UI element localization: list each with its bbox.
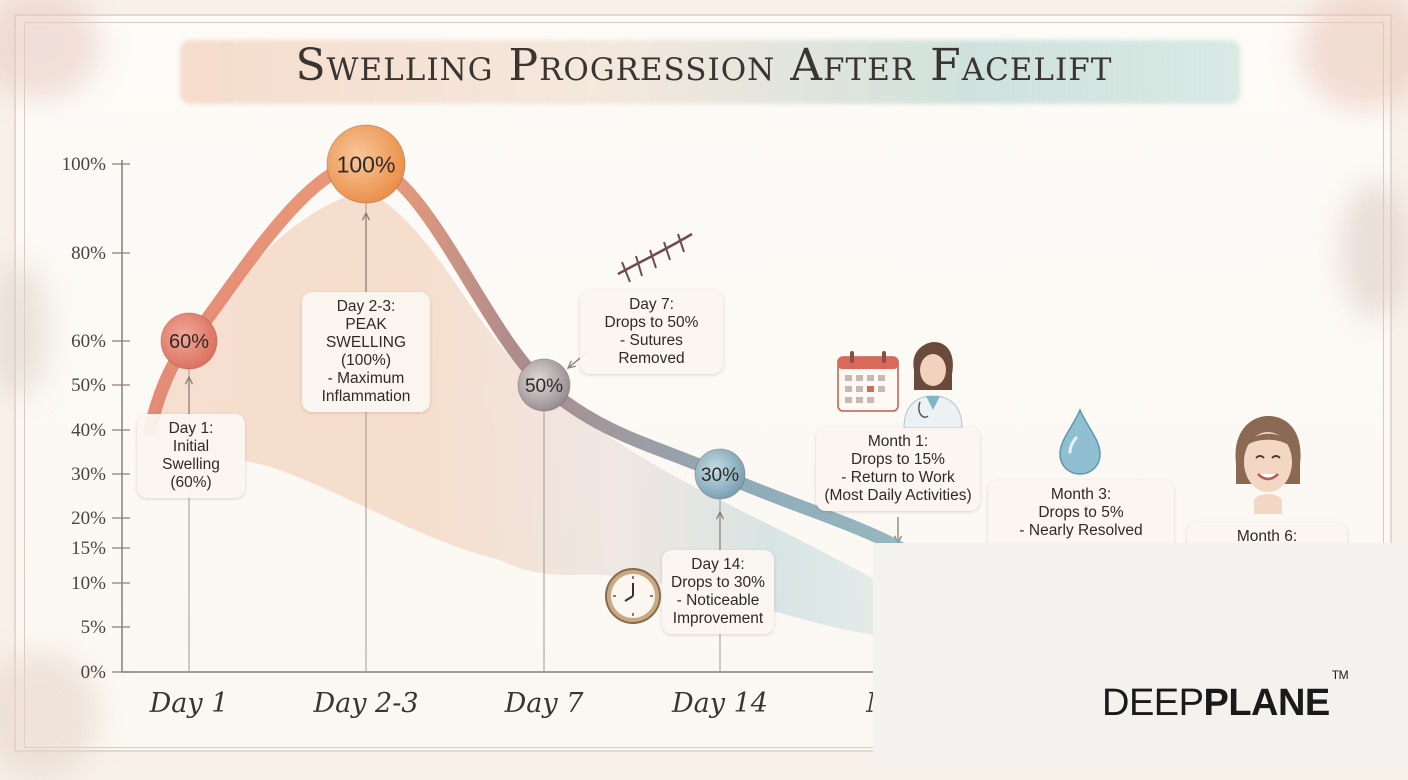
- annotation-day7: Day 7: Drops to 50% - Sutures Removed: [580, 290, 723, 374]
- annotation-month1-line: Month 1:: [867, 433, 929, 450]
- connector-arrowhead: [361, 211, 371, 221]
- doctor-icon: [903, 342, 963, 428]
- calendar-icon: [837, 351, 899, 412]
- y-tick-label: 60%: [71, 331, 106, 352]
- annotation-day14: Day 14: Drops to 30% - Noticeable Improv…: [662, 550, 774, 634]
- connector-arrowhead: [566, 360, 576, 369]
- chart-title: Swelling Progression After Facelift: [295, 40, 1113, 91]
- annotation-day7-line: - Sutures Removed: [618, 332, 685, 367]
- annotation-day1: Day 1: Initial Swelling (60%): [137, 414, 245, 498]
- annotation-day7-line: Day 7:: [629, 296, 674, 313]
- annotation-month3-line: - Nearly Resolved: [1019, 522, 1143, 539]
- annotation-month3-line: Drops to 5%: [1038, 504, 1124, 521]
- annotation-day1-line: Day 1:: [168, 420, 214, 437]
- annotation-day1-line: Initial Swelling: [162, 438, 220, 473]
- connector-arrowhead: [715, 510, 725, 520]
- annotation-day23-line: PEAK SWELLING: [325, 316, 407, 351]
- watercolor-corner-right: [1340, 180, 1408, 320]
- x-tick-label: Day 14: [671, 688, 768, 719]
- annotation-day7-line: Drops to 50%: [604, 314, 699, 331]
- x-tick-label: Day 7: [504, 688, 585, 719]
- annotation-day14-line: - Noticeable: [676, 592, 760, 609]
- smiling-face-icon: [1235, 416, 1301, 514]
- watercolor-corner-top-right: [1300, 0, 1408, 110]
- watercolor-corner-bottom-left: [0, 650, 100, 780]
- logo-text-bold: PLANE: [1203, 682, 1330, 724]
- annotation-month1-line: Drops to 15%: [851, 451, 945, 468]
- data-point-label: 50%: [525, 376, 563, 397]
- annotation-month1: Month 1: Drops to 15% - Return to Work (…: [816, 427, 980, 511]
- droplet-icon: [1059, 408, 1101, 475]
- title-watercolor-band: [180, 40, 1240, 104]
- annotation-day23-line: (100%): [341, 352, 391, 369]
- annotation-day14-line: Day 14:: [691, 556, 745, 573]
- annotation-day2-3: Day 2-3: PEAK SWELLING (100%) - Maximum …: [302, 292, 430, 412]
- logo-text-light: DEEP: [1102, 682, 1204, 724]
- brand-logo: DEEPPLANETM: [1102, 668, 1349, 725]
- y-tick-label: 10%: [71, 573, 106, 594]
- logo-overlay-panel: [873, 543, 1408, 768]
- watercolor-corner-left: [0, 260, 50, 400]
- data-point: [694, 448, 746, 500]
- data-point-label: 100%: [337, 151, 396, 177]
- y-tick-label: 40%: [71, 420, 106, 441]
- y-tick-label: 50%: [71, 375, 106, 396]
- y-tick-label: 100%: [62, 154, 107, 175]
- connector-arrowhead: [184, 375, 194, 385]
- y-ticks: 100% 80% 60% 50% 40% 30% 20% 15% 10% 5% 0%: [62, 154, 130, 683]
- annotation-month1-line: - Return to Work: [841, 469, 955, 486]
- annotation-month6-line: Month 6:: [1236, 528, 1298, 545]
- annotation-day23-line: - Maximum: [327, 370, 405, 387]
- logo-trademark: TM: [1331, 668, 1349, 683]
- data-point: [517, 358, 571, 412]
- annotation-day23-line: Inflammation: [321, 388, 411, 405]
- x-tick-label: Day 1: [149, 688, 229, 719]
- y-tick-label: 80%: [71, 243, 106, 264]
- annotation-month1-line: (Most Daily Activities): [824, 487, 972, 504]
- sutures-icon: [617, 232, 693, 283]
- annotation-day14-line: Drops to 30%: [671, 574, 765, 591]
- annotation-day23-line: Day 2-3:: [336, 298, 396, 315]
- y-tick-label: 20%: [71, 508, 106, 529]
- y-tick-label: 15%: [71, 538, 106, 559]
- data-point-label: 60%: [169, 331, 209, 353]
- clock-icon: [605, 568, 661, 624]
- y-tick-label: 30%: [71, 464, 106, 485]
- data-point: [160, 312, 218, 370]
- y-tick-label: 5%: [81, 617, 107, 638]
- data-point: [326, 124, 406, 204]
- x-tick-label: Day 2-3: [312, 688, 418, 719]
- axes: [121, 160, 1000, 673]
- annotation-day1-line: (60%): [170, 474, 212, 491]
- y-tick-label: 0%: [81, 662, 107, 683]
- data-point-label: 30%: [701, 465, 739, 486]
- annotation-month3-line: Month 3:: [1050, 486, 1112, 503]
- data-points: 60% 100% 50% 30%: [160, 124, 746, 500]
- annotation-day14-line: Improvement: [672, 610, 764, 627]
